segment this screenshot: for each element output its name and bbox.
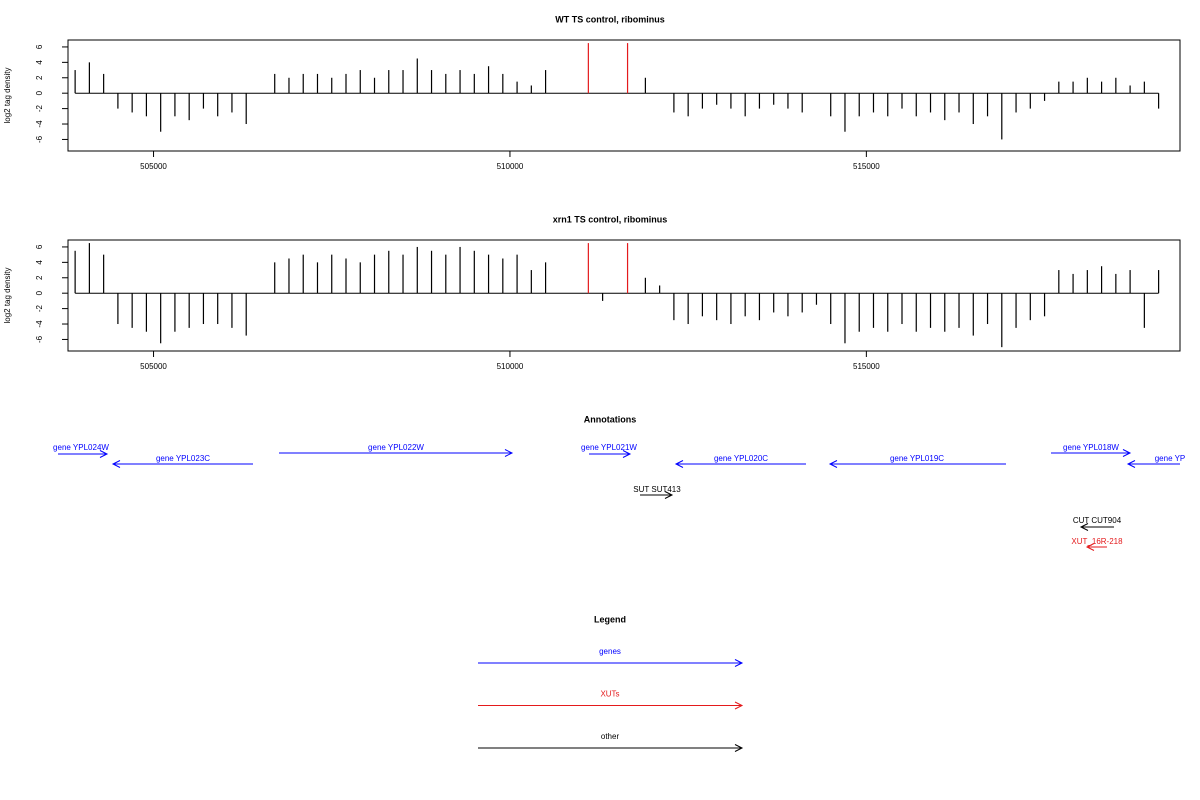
y-tick-label: -6 [35,335,44,343]
annotation-arrow-head [1122,449,1132,457]
annotation-arrow-head [1079,523,1089,531]
y-tick-label: 0 [35,290,44,295]
y-tick-label: -6 [35,135,44,143]
y-tick-label: 0 [35,90,44,95]
annotation-label: gene YPL023C [156,454,210,463]
plot-frame [67,39,1181,152]
legend-arrow-head [734,659,744,667]
annotation-label: gene YPL024W [53,443,109,452]
y-tick-label: 6 [35,44,44,49]
annotation-arrow-head [664,491,674,499]
annotation-arrow-head [99,450,109,458]
annotation-arrow-head [504,449,514,457]
legend-label: XUTs [600,690,619,699]
legend-arrow-head [734,701,744,710]
y-tick-label: 2 [35,75,44,80]
legend-title: Legend [594,614,626,624]
annotation-label: gene YPL021W [581,443,637,452]
annotation-arrow-head [622,450,632,458]
y-tick-label: 4 [35,260,44,265]
y-tick-label: -4 [35,120,44,128]
y-tick-label: -2 [35,305,44,313]
annotation-arrow-head [111,460,121,468]
annotation-arrow-head [828,460,838,468]
legend-arrow-head [734,744,744,752]
y-tick-label: 4 [35,60,44,65]
y-axis-label: log2 tag density [3,67,12,123]
legend-label: genes [599,647,621,656]
annotation-arrow-head [674,460,684,468]
annotation-label: gene YPL019C [890,454,944,463]
x-tick-label: 510000 [497,362,524,371]
chart-title: WT TS control, ribominus [555,14,665,24]
annotation-label: gene YPL018W [1063,443,1119,452]
y-axis-label: log2 tag density [3,267,12,323]
y-tick-label: 6 [35,244,44,249]
legend-label: other [601,732,620,741]
y-tick-label: -4 [35,320,44,328]
annotation-arrow-head [1085,543,1095,551]
annotation-label: gene YPL020C [714,454,768,463]
annotation-label: gene YPL022W [368,443,424,452]
annotation-label: CUT CUT904 [1073,516,1122,525]
x-tick-label: 515000 [853,162,880,171]
annotation-label: XUT_16R-218 [1071,537,1123,546]
plot-frame [67,239,1181,352]
y-tick-label: 2 [35,275,44,280]
x-tick-label: 505000 [140,362,167,371]
annotation-arrow-head [1126,460,1136,468]
annotation-label: gene YP [1155,454,1186,463]
x-tick-label: 515000 [853,362,880,371]
x-tick-label: 510000 [497,162,524,171]
chart-title: xrn1 TS control, ribominus [553,214,668,224]
y-tick-label: -2 [35,105,44,113]
annotation-label: SUT SUT413 [633,485,681,494]
x-tick-label: 505000 [140,162,167,171]
annotations-title: Annotations [584,414,637,424]
